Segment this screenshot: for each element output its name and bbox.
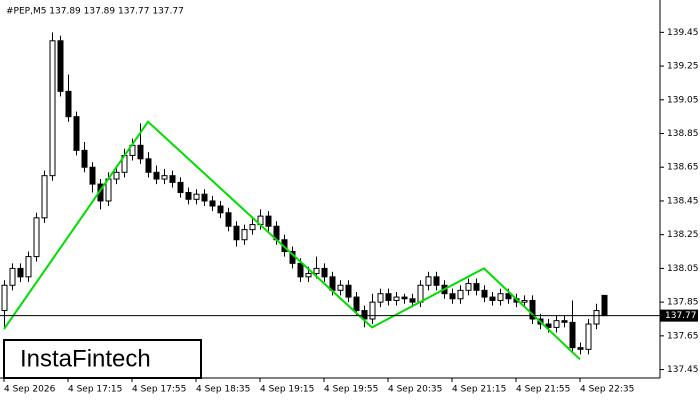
- candle-body: [337, 284, 344, 291]
- candle-body: [345, 284, 352, 298]
- candle-body: [433, 276, 440, 286]
- candle-body: [449, 293, 456, 300]
- candle-body: [209, 200, 216, 207]
- candle-body: [505, 293, 512, 300]
- candle-body: [489, 296, 496, 301]
- candle-body: [153, 171, 160, 180]
- y-tick-label: 138.45: [667, 196, 699, 206]
- candle-body: [361, 310, 368, 320]
- candle-body: [169, 175, 176, 183]
- x-tick-label: 4 Sep 21:55: [516, 385, 570, 395]
- candle-body: [553, 320, 560, 328]
- candle-body: [321, 267, 328, 278]
- x-tick-label: 4 Sep 22:35: [580, 385, 634, 395]
- x-tick-label: 4 Sep 18:35: [196, 385, 250, 395]
- candle-body: [265, 215, 272, 227]
- candle-body: [521, 299, 528, 303]
- candle-body: [41, 175, 48, 219]
- y-tick-label: 139.25: [667, 62, 699, 72]
- pattern-line: [3, 120, 581, 361]
- candle-body: [417, 284, 424, 303]
- candle-body: [201, 193, 208, 202]
- candle-body: [65, 90, 72, 118]
- candle-body: [9, 267, 16, 286]
- y-tick-label: 139.45: [667, 28, 699, 38]
- candle-body: [545, 323, 552, 328]
- candle-body: [385, 293, 392, 301]
- y-tick-label: 138.25: [667, 230, 699, 240]
- candle-body: [25, 256, 32, 278]
- candle-body: [89, 166, 96, 185]
- candle-body: [601, 294, 608, 317]
- candle-body: [249, 224, 256, 231]
- candle-body: [1, 284, 8, 312]
- candle-body: [369, 301, 376, 320]
- candle-body: [529, 299, 536, 320]
- candle-body: [465, 283, 472, 291]
- candle-body: [409, 298, 416, 303]
- candle-body: [113, 171, 120, 180]
- candle-body: [353, 296, 360, 312]
- candle-body: [481, 289, 488, 298]
- candle-body: [225, 212, 232, 227]
- candle-body: [393, 296, 400, 301]
- candle-body: [57, 40, 64, 92]
- logo: InstaFintech: [20, 345, 151, 372]
- candle-body: [569, 321, 576, 349]
- candle-body: [457, 289, 464, 300]
- x-tick-label: 4 Sep 21:15: [452, 385, 506, 395]
- y-tick-label: 137.85: [667, 298, 699, 308]
- candle-body: [313, 267, 320, 274]
- y-tick-label: 137.65: [667, 331, 699, 341]
- candle-body: [233, 225, 240, 241]
- y-tick-label: 138.05: [667, 264, 699, 274]
- x-tick-label: 4 Sep 17:15: [68, 385, 122, 395]
- x-tick-label: 4 Sep 19:15: [260, 385, 314, 395]
- candle-body: [241, 229, 248, 241]
- candle-body: [593, 310, 600, 325]
- candle-body: [185, 192, 192, 200]
- last-price-box: [660, 309, 698, 322]
- x-tick-label: 4 Sep 17:55: [132, 385, 186, 395]
- candle-body: [297, 262, 304, 278]
- x-tick-label: 4 Sep 2026: [4, 385, 56, 395]
- candle-body: [473, 283, 480, 291]
- candle-body: [73, 116, 80, 151]
- candle-body: [217, 205, 224, 214]
- candle-body: [137, 144, 144, 160]
- candle-body: [17, 267, 24, 278]
- x-tick-label: 4 Sep 20:35: [388, 385, 442, 395]
- candle-body: [585, 323, 592, 350]
- candle-body: [425, 276, 432, 286]
- y-tick-label: 137.45: [667, 365, 699, 375]
- y-tick-label: 139.05: [667, 95, 699, 105]
- candle-body: [377, 293, 384, 303]
- candle-body: [145, 158, 152, 173]
- candle-body: [497, 293, 504, 301]
- candle-body: [561, 320, 568, 323]
- candle-body: [33, 217, 40, 258]
- x-tick-label: 4 Sep 19:55: [324, 385, 378, 395]
- candle-body: [305, 272, 312, 278]
- last-price-label: 137.77: [665, 311, 697, 321]
- logo-box: [3, 339, 202, 379]
- candle-body: [161, 175, 168, 180]
- candle-body: [49, 40, 56, 177]
- candle-body: [577, 347, 584, 350]
- candle-body: [401, 296, 408, 300]
- candle-body: [81, 149, 88, 168]
- chart-title: #PEP,M5 137.89 137.89 137.77 137.77: [6, 7, 184, 17]
- candle-body: [193, 193, 200, 200]
- y-tick-label: 138.85: [667, 129, 699, 139]
- y-tick-label: 138.65: [667, 163, 699, 173]
- candle-body: [177, 181, 184, 194]
